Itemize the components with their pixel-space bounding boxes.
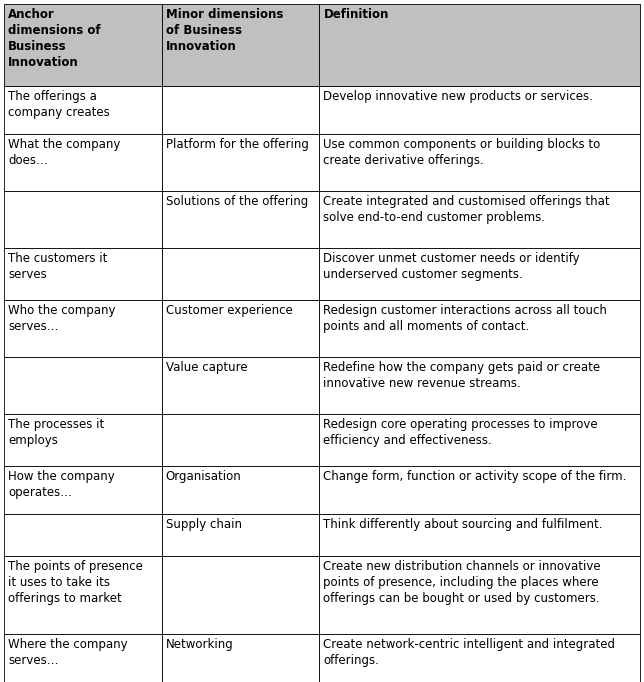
Text: Organisation: Organisation bbox=[166, 470, 242, 483]
Text: Networking: Networking bbox=[166, 638, 234, 651]
Text: Value capture: Value capture bbox=[166, 361, 247, 374]
Bar bbox=[4, 134, 162, 191]
Bar bbox=[4, 4, 162, 86]
Text: Who the company
serves…: Who the company serves… bbox=[8, 304, 115, 333]
Bar bbox=[319, 414, 640, 466]
Bar bbox=[319, 86, 640, 134]
Bar bbox=[319, 556, 640, 634]
Bar bbox=[162, 248, 319, 300]
Bar bbox=[162, 414, 319, 466]
Bar bbox=[4, 86, 162, 134]
Text: Redefine how the company gets paid or create
innovative new revenue streams.: Redefine how the company gets paid or cr… bbox=[323, 361, 601, 390]
Bar bbox=[162, 4, 319, 86]
Bar bbox=[319, 248, 640, 300]
Bar bbox=[4, 514, 162, 556]
Text: Change form, function or activity scope of the firm.: Change form, function or activity scope … bbox=[323, 470, 627, 483]
Text: How the company
operates…: How the company operates… bbox=[8, 470, 115, 499]
Text: Definition: Definition bbox=[323, 8, 389, 21]
Bar bbox=[319, 300, 640, 357]
Text: Create network-centric intelligent and integrated
offerings.: Create network-centric intelligent and i… bbox=[323, 638, 616, 667]
Bar bbox=[319, 466, 640, 514]
Bar bbox=[4, 634, 162, 682]
Text: Create new distribution channels or innovative
points of presence, including the: Create new distribution channels or inno… bbox=[323, 560, 601, 605]
Text: Discover unmet customer needs or identify
underserved customer segments.: Discover unmet customer needs or identif… bbox=[323, 252, 580, 281]
Bar bbox=[319, 134, 640, 191]
Bar bbox=[319, 191, 640, 248]
Text: Create integrated and customised offerings that
solve end-to-end customer proble: Create integrated and customised offerin… bbox=[323, 195, 610, 224]
Bar bbox=[319, 634, 640, 682]
Bar bbox=[162, 86, 319, 134]
Bar bbox=[319, 514, 640, 556]
Text: Customer experience: Customer experience bbox=[166, 304, 292, 317]
Bar bbox=[162, 300, 319, 357]
Text: Solutions of the offering: Solutions of the offering bbox=[166, 195, 308, 208]
Text: Think differently about sourcing and fulfilment.: Think differently about sourcing and ful… bbox=[323, 518, 603, 531]
Text: Anchor
dimensions of
Business
Innovation: Anchor dimensions of Business Innovation bbox=[8, 8, 100, 69]
Text: The customers it
serves: The customers it serves bbox=[8, 252, 108, 281]
Bar bbox=[4, 466, 162, 514]
Bar bbox=[162, 357, 319, 414]
Bar bbox=[4, 357, 162, 414]
Text: Supply chain: Supply chain bbox=[166, 518, 242, 531]
Text: Use common components or building blocks to
create derivative offerings.: Use common components or building blocks… bbox=[323, 138, 601, 167]
Text: Redesign customer interactions across all touch
points and all moments of contac: Redesign customer interactions across al… bbox=[323, 304, 607, 333]
Bar bbox=[162, 556, 319, 634]
Bar bbox=[162, 134, 319, 191]
Bar bbox=[319, 4, 640, 86]
Bar bbox=[4, 414, 162, 466]
Text: The offerings a
company creates: The offerings a company creates bbox=[8, 90, 109, 119]
Bar bbox=[4, 191, 162, 248]
Bar bbox=[162, 191, 319, 248]
Text: Platform for the offering: Platform for the offering bbox=[166, 138, 308, 151]
Bar bbox=[4, 248, 162, 300]
Text: The points of presence
it uses to take its
offerings to market: The points of presence it uses to take i… bbox=[8, 560, 143, 605]
Bar bbox=[162, 466, 319, 514]
Text: What the company
does…: What the company does… bbox=[8, 138, 120, 167]
Bar bbox=[4, 300, 162, 357]
Text: The processes it
employs: The processes it employs bbox=[8, 418, 104, 447]
Text: Minor dimensions
of Business
Innovation: Minor dimensions of Business Innovation bbox=[166, 8, 283, 53]
Bar bbox=[319, 357, 640, 414]
Text: Where the company
serves…: Where the company serves… bbox=[8, 638, 128, 667]
Bar bbox=[4, 556, 162, 634]
Bar bbox=[162, 514, 319, 556]
Bar bbox=[162, 634, 319, 682]
Text: Develop innovative new products or services.: Develop innovative new products or servi… bbox=[323, 90, 593, 103]
Text: Redesign core operating processes to improve
efficiency and effectiveness.: Redesign core operating processes to imp… bbox=[323, 418, 598, 447]
